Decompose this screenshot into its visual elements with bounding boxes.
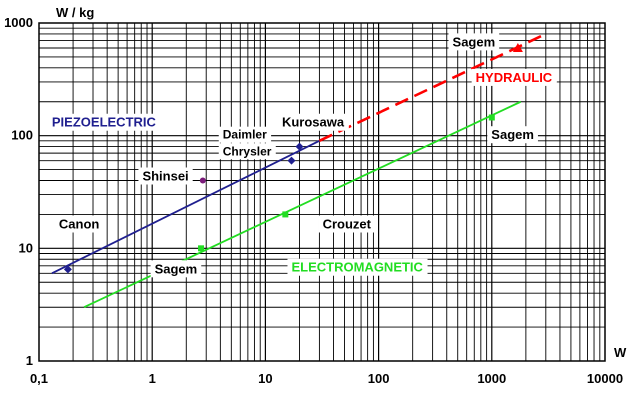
y-tick-label: 100 (11, 128, 33, 143)
annotation-label: HYDRAULIC (471, 68, 557, 86)
annotation-text: HYDRAULIC (476, 70, 553, 85)
tick-labels: 0,1 1 10 100 1000 10000 1 10 100 1000 (4, 15, 623, 386)
annotation-label: Chrysler (218, 143, 276, 160)
data-point (287, 156, 296, 165)
data-points (63, 42, 523, 274)
annotation-text: Kurosawa (282, 115, 345, 130)
annotation-text: ELECTROMAGNETIC (291, 260, 423, 275)
annotation-label: Kurosawa (277, 113, 349, 131)
y-tick-label: 10 (19, 240, 33, 255)
annotation-box (318, 215, 376, 233)
annotation-label: Shinsei (138, 167, 193, 185)
x-tick-label: 10000 (587, 371, 623, 386)
annotation-text: Sagem (453, 34, 496, 49)
annotations: PIEZOELECTRIC HYDRAULIC ELECTROMAGNETIC Sag… (47, 33, 557, 278)
annotation-box (487, 126, 538, 144)
annotation-text: Chrysler (223, 144, 272, 158)
annotation-text: Shinsei (142, 169, 188, 184)
annotation-label: Canon (54, 215, 104, 233)
annotation-label: Sagem (487, 126, 538, 144)
y-tick-label: 1 (26, 353, 33, 368)
data-point (63, 265, 72, 274)
annotation-box (277, 113, 349, 131)
annotation-label: PIEZOELECTRIC (47, 113, 161, 131)
y-axis-label: W / kg (56, 5, 94, 20)
data-point (282, 211, 289, 218)
x-axis-label: W (614, 345, 627, 360)
x-tick-label: 1 (149, 371, 156, 386)
data-point (198, 245, 205, 252)
annotation-label: Crouzet (318, 215, 376, 233)
annotation-box (218, 126, 272, 143)
annotation-box (47, 113, 161, 131)
y-tick-label: 1000 (4, 15, 33, 30)
annotation-box (150, 260, 202, 278)
data-point (295, 142, 304, 151)
annotation-box (287, 258, 428, 276)
x-tick-label: 100 (368, 371, 390, 386)
annotation-text: Crouzet (323, 216, 372, 231)
x-tick-label: 1000 (477, 371, 506, 386)
data-point (512, 42, 523, 52)
x-tick-label: 0,1 (30, 371, 48, 386)
annotation-box (54, 215, 104, 233)
annotation-label: ELECTROMAGNETIC (287, 258, 428, 276)
annotation-text: Canon (59, 216, 100, 231)
data-point (199, 177, 206, 184)
grid (39, 23, 605, 361)
annotation-label: Sagem (448, 33, 500, 51)
annotation-text: Sagem (155, 261, 198, 276)
annotation-label: Daimler (218, 126, 272, 143)
annotation-box (218, 143, 276, 160)
x-tick-label: 10 (258, 371, 272, 386)
annotation-text: Sagem (491, 127, 534, 142)
annotation-text: Daimler (223, 128, 267, 142)
annotation-text: PIEZOELECTRIC (52, 115, 157, 130)
annotation-box (471, 68, 557, 86)
series-line-piezoelectric (51, 140, 320, 275)
plot-border (38, 22, 606, 362)
annotation-box (138, 167, 193, 185)
data-point (488, 114, 495, 121)
annotation-label: Sagem (150, 260, 202, 278)
annotation-box (448, 33, 500, 51)
